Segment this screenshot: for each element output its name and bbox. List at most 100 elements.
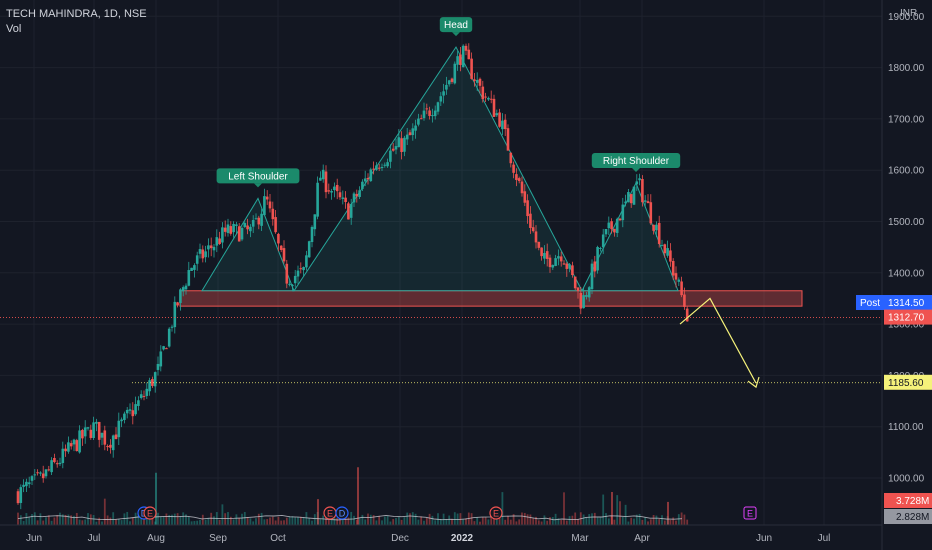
candle-body	[201, 249, 205, 259]
candle-body	[610, 221, 613, 230]
volume-bar	[302, 517, 305, 525]
candle-body	[464, 45, 468, 51]
candle-body	[44, 469, 48, 477]
candle-body	[111, 435, 115, 451]
time-axis-tick-label: Sep	[209, 533, 227, 544]
candle-body	[445, 84, 448, 90]
candle-body	[243, 223, 247, 227]
candle-body	[649, 202, 653, 224]
volume-bar	[255, 518, 257, 525]
volume-bar	[381, 520, 383, 525]
candle-body	[685, 308, 689, 322]
candle-body	[599, 247, 602, 249]
candle-body	[629, 194, 633, 204]
candle-body	[470, 58, 473, 79]
candle-body	[512, 164, 515, 173]
candle-body	[358, 190, 361, 197]
volume-bar	[509, 519, 512, 525]
volume-bar	[120, 520, 123, 525]
volume-bar	[476, 517, 479, 525]
candle-body	[246, 225, 249, 230]
candle-body	[447, 80, 451, 85]
candle-body	[587, 287, 591, 298]
candle-body	[352, 193, 356, 203]
volume-bar	[633, 518, 635, 525]
volume-bar	[28, 517, 31, 525]
candle-body	[324, 171, 328, 193]
volume-bar	[317, 499, 319, 525]
volume-bar	[593, 512, 596, 525]
volume-bar	[568, 516, 571, 525]
volume-bar	[45, 517, 47, 525]
candle-body	[209, 245, 213, 249]
candle-body	[632, 186, 636, 205]
candle-body	[64, 448, 67, 452]
candle-body	[515, 174, 518, 180]
volume-bar	[299, 516, 302, 525]
candle-body	[534, 231, 538, 243]
candle-body	[41, 473, 45, 479]
candle-body	[279, 245, 283, 250]
volume-bar	[537, 520, 540, 525]
candle-body	[167, 328, 171, 347]
volume-bar	[224, 513, 227, 525]
volume-bar	[375, 520, 378, 525]
candle-body	[232, 223, 235, 233]
candle-body	[481, 86, 485, 100]
candle-body	[221, 227, 224, 243]
candle-body	[106, 446, 109, 448]
volume-bar	[658, 519, 661, 525]
volume-bar	[361, 514, 364, 525]
volume-value-label: 3.728M	[896, 496, 929, 507]
candle-body	[137, 400, 140, 406]
volume-bar	[252, 521, 255, 525]
volume-bar	[574, 512, 577, 525]
volume-bar	[630, 517, 633, 525]
volume-bar	[683, 514, 686, 525]
candle-body	[467, 49, 471, 60]
candle-body	[16, 491, 20, 504]
event-marker-label: E	[493, 509, 499, 519]
candle-body	[92, 422, 95, 439]
volume-bar	[263, 519, 266, 525]
volume-bar	[627, 521, 630, 525]
pattern-label-pointer	[632, 168, 640, 173]
volume-bar	[355, 519, 358, 525]
volume-bar	[641, 519, 644, 525]
volume-bar	[585, 517, 588, 525]
candle-body	[235, 224, 238, 226]
candle-body	[660, 245, 664, 247]
volume-bar	[305, 512, 308, 525]
volume-bar	[470, 513, 473, 525]
post-market-price-badge	[884, 295, 932, 310]
candle-body	[55, 463, 59, 465]
candle-body	[338, 192, 342, 198]
candle-body	[461, 45, 465, 68]
candle-body	[666, 248, 669, 256]
volume-bar	[414, 513, 417, 525]
volume-bar	[353, 515, 355, 525]
volume-bar	[61, 514, 64, 525]
candle-body	[453, 63, 457, 84]
volume-bar	[425, 517, 428, 525]
volume-bar	[243, 512, 246, 525]
candle-body	[176, 302, 179, 306]
projection-arrowhead	[747, 376, 760, 389]
volume-bar	[540, 521, 543, 525]
currency-label: INR	[900, 8, 917, 19]
price-axis-tick-label: 1300.00	[888, 320, 925, 331]
pattern-label: Left Shoulder	[228, 171, 288, 182]
volume-bar	[207, 517, 210, 525]
candle-body	[414, 125, 417, 131]
pattern-label-pointer	[452, 32, 460, 37]
volume-bar	[669, 519, 672, 525]
volume-bar	[280, 520, 283, 525]
volume-bar	[675, 520, 677, 525]
volume-bar	[103, 498, 106, 525]
volume-bar	[78, 519, 81, 525]
candle-body	[72, 439, 76, 445]
candle-body	[615, 218, 619, 233]
time-axis-tick-label: Jul	[818, 533, 831, 544]
